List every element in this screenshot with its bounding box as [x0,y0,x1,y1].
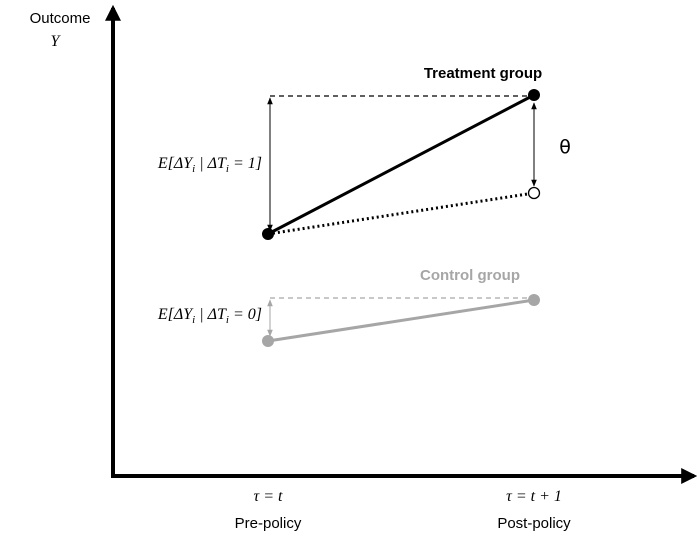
y-axis-label: Outcome [30,10,91,27]
label-part: | ΔT [195,155,227,172]
label-subscript: i [226,314,229,326]
control-pre-point [262,335,274,347]
label-subscript: i [192,314,195,326]
y-axis-symbol: Y [51,33,62,50]
control-post-point [528,294,540,306]
label-part: | ΔT [195,306,227,323]
x-tick-symbol: τ = t [254,488,284,505]
treatment-change-label: E[ΔYi | ΔTi = 1] [157,155,262,175]
x-tick-label: Post-policy [497,515,571,532]
label-subscript: i [226,163,229,175]
label-subscript: i [192,163,195,175]
control-change-label: E[ΔYi | ΔTi = 0] [157,306,262,326]
label-part: = 0] [229,306,262,323]
control-line [267,298,535,343]
effect-label: θ [559,136,571,158]
treatment-label: Treatment group [424,65,542,82]
treatment-post-point [528,89,540,101]
label-part: E[ΔY [157,306,194,323]
treatment-pre-point [262,228,274,240]
label-part: = 1] [229,155,262,172]
control-label: Control group [420,267,520,284]
x-tick-label: Pre-policy [235,515,302,532]
label-part: E[ΔY [157,155,194,172]
x-tick-symbol: τ = t + 1 [506,488,562,505]
counterfactual-point [527,186,541,200]
treatment-line [267,93,535,236]
